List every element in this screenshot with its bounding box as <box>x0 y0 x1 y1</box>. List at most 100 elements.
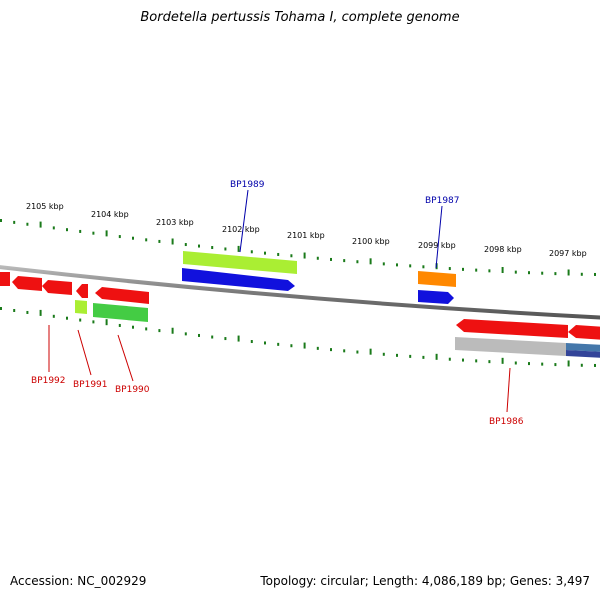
minor-tick <box>396 263 398 267</box>
minor-tick <box>330 348 332 352</box>
orange-gene[interactable] <box>418 271 456 287</box>
minor-tick <box>382 262 385 266</box>
minor-tick <box>594 363 596 367</box>
gene-label-bp1990[interactable]: BP1990 <box>115 385 150 395</box>
gene-label-bp1991[interactable]: BP1991 <box>73 380 108 390</box>
minor-tick <box>554 272 557 276</box>
minor-tick <box>26 222 29 226</box>
major-tick <box>105 319 108 326</box>
minor-tick <box>554 363 557 367</box>
minor-tick <box>514 361 517 365</box>
minor-tick <box>541 271 544 275</box>
red-gene-arrow[interactable] <box>456 319 568 338</box>
red-gene-arrow[interactable] <box>42 280 72 295</box>
blue-gene-arrow[interactable] <box>182 268 295 291</box>
major-tick <box>435 353 438 360</box>
topology-text: Topology: circular; Length: 4,086,189 bp… <box>260 574 590 588</box>
minor-tick <box>92 231 95 235</box>
minor-tick <box>330 257 332 261</box>
major-tick <box>39 309 42 316</box>
red-gene-arrow[interactable] <box>0 272 10 286</box>
minor-tick <box>448 357 451 361</box>
leader-line-bp1989 <box>239 189 249 253</box>
minor-tick <box>290 254 293 258</box>
major-tick <box>567 360 570 367</box>
minor-tick <box>475 268 478 272</box>
minor-tick <box>118 235 121 239</box>
minor-tick <box>211 335 214 339</box>
reverse-features <box>75 300 600 358</box>
scale-label: 2100 kbp <box>352 237 390 246</box>
genome-backbone <box>0 265 600 320</box>
minor-tick <box>475 359 478 363</box>
leader-line-bp1990 <box>117 334 134 382</box>
scale-label: 2099 kbp <box>418 241 456 250</box>
lime-gene[interactable] <box>75 300 87 314</box>
scale-label: 2104 kbp <box>91 210 129 219</box>
gene-label-bp1987[interactable]: BP1987 <box>425 196 460 206</box>
leader-line-bp1986 <box>506 367 511 413</box>
minor-tick <box>462 267 464 271</box>
minor-tick <box>250 340 253 344</box>
minor-tick <box>528 362 530 366</box>
minor-tick <box>462 358 464 362</box>
minor-tick <box>290 344 293 348</box>
accession-text: Accession: NC_002929 <box>10 574 147 588</box>
minor-tick <box>316 346 319 350</box>
minor-tick <box>356 350 359 354</box>
minor-tick <box>158 239 161 243</box>
minor-tick <box>396 353 398 357</box>
red-gene-arrow[interactable] <box>95 287 149 304</box>
gene-label-bp1986[interactable]: BP1986 <box>489 417 524 427</box>
minor-tick <box>224 337 227 341</box>
gene-label-bp1992[interactable]: BP1992 <box>31 376 66 386</box>
minor-tick <box>264 251 266 255</box>
minor-tick <box>66 228 68 232</box>
blue-gene-arrow[interactable] <box>418 290 454 304</box>
minor-tick <box>224 247 227 251</box>
minor-tick <box>448 267 451 271</box>
minor-tick <box>211 246 214 250</box>
major-tick <box>39 221 42 228</box>
label-leaders <box>48 189 511 413</box>
navy-gene[interactable] <box>566 350 600 358</box>
minor-tick <box>316 256 319 260</box>
major-tick <box>303 342 306 349</box>
gene-label-bp1989[interactable]: BP1989 <box>230 180 265 190</box>
lime-gene[interactable] <box>183 251 297 274</box>
steel-gene[interactable] <box>566 343 600 352</box>
minor-tick <box>92 320 95 324</box>
grey-gene[interactable] <box>455 337 566 356</box>
red-gene-arrow[interactable] <box>76 284 88 298</box>
scale-label: 2097 kbp <box>549 249 587 258</box>
minor-tick <box>277 252 280 256</box>
minor-tick <box>277 342 280 346</box>
scale-label: 2103 kbp <box>156 218 194 227</box>
minor-tick <box>343 259 346 263</box>
major-tick <box>237 335 240 342</box>
major-tick <box>501 267 504 274</box>
minor-tick <box>158 329 161 333</box>
major-tick <box>237 245 240 252</box>
scale-label: 2105 kbp <box>26 202 64 211</box>
minor-tick <box>356 260 359 264</box>
minor-tick <box>409 354 412 358</box>
red-gene-arrow[interactable] <box>568 325 600 340</box>
major-tick <box>171 327 174 334</box>
minor-tick <box>0 219 2 222</box>
minor-tick <box>528 271 530 275</box>
green-gene[interactable] <box>93 303 148 322</box>
minor-tick <box>580 363 583 367</box>
minor-tick <box>514 270 517 274</box>
minor-tick <box>250 250 253 254</box>
scale-label: 2102 kbp <box>222 225 260 234</box>
major-tick <box>369 348 372 355</box>
minor-tick <box>488 360 491 364</box>
minor-tick <box>13 220 16 224</box>
minor-tick <box>118 323 121 327</box>
minor-tick <box>52 226 55 230</box>
red-gene-arrow[interactable] <box>12 276 42 291</box>
major-tick <box>171 238 174 245</box>
minor-tick <box>66 316 68 320</box>
